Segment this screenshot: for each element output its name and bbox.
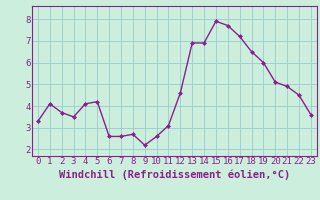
X-axis label: Windchill (Refroidissement éolien,°C): Windchill (Refroidissement éolien,°C) [59, 169, 290, 180]
